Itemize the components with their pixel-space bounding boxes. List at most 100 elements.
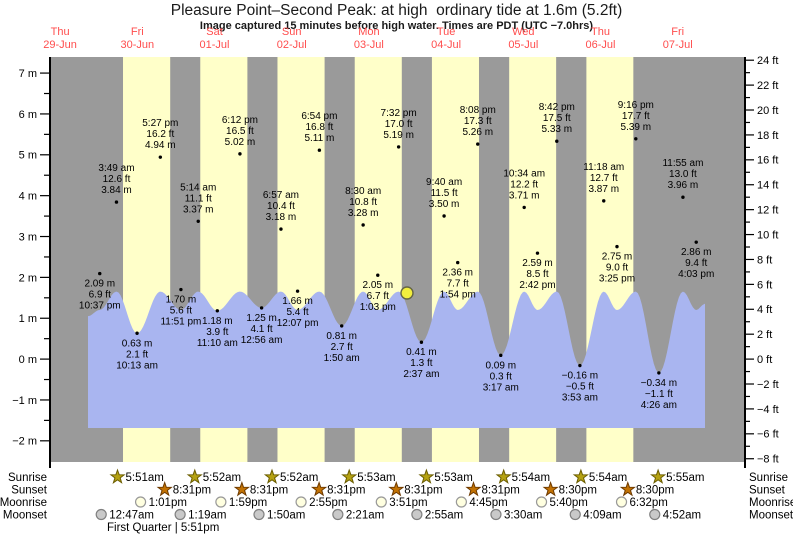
day-label-dow: Sun	[282, 26, 302, 38]
left-axis-tick-label: 4 m	[19, 191, 37, 203]
moonset-icon	[490, 508, 502, 521]
right-axis-tick	[745, 221, 750, 223]
left-axis-tick	[44, 174, 50, 176]
astro-row-label-right: Sunset	[749, 485, 786, 497]
day-label-date: 03-Jul	[354, 39, 384, 51]
right-axis-tick-label: 14 ft	[757, 180, 778, 192]
tide-event-dot	[339, 324, 344, 328]
tide-event-label-high: 6:57 am 10.4 ft 3.18 m	[263, 190, 299, 223]
right-axis-tick-label: 10 ft	[757, 229, 778, 241]
tide-event-label-high: 5:27 pm 16.2 ft 4.94 m	[142, 118, 178, 151]
sunrise-time: 5:52am	[280, 472, 318, 484]
tide-event-dot	[259, 306, 264, 310]
right-axis-tick	[745, 370, 750, 373]
day-label-date: 04-Jul	[431, 39, 461, 51]
sunrise-icon	[495, 468, 512, 484]
moon-phase-note: First Quarter | 5:51pm	[107, 522, 219, 534]
tide-event-label-high: 6:54 pm 16.8 ft 5.11 m	[301, 111, 337, 144]
moonset-time: 2:55am	[425, 510, 463, 522]
moonrise-time: 5:40pm	[550, 497, 588, 509]
tide-event-label-low: 2.05 m 6.7 ft 1:03 pm	[360, 280, 396, 313]
moonset-icon	[253, 508, 265, 521]
tide-event-label-low: 2.09 m 6.9 ft 10:37 pm	[79, 279, 121, 312]
day-label-dow: Sat	[206, 26, 223, 38]
tide-event-label-low: −0.16 m −0.5 ft 3:53 am	[562, 371, 598, 404]
moonset-icon	[174, 508, 186, 521]
current-tide-marker	[400, 286, 414, 300]
tide-event-label-high: 8:30 am 10.8 ft 3.28 m	[345, 186, 381, 219]
tide-event-dot	[535, 251, 540, 255]
right-axis-tick	[745, 171, 750, 173]
day-label-date: 01-Jul	[200, 39, 230, 51]
moonrise-icon	[295, 496, 307, 508]
tide-event-dot	[419, 340, 424, 344]
sunrise-time: 5:55am	[666, 472, 704, 484]
astro-row-label-right: Sunrise	[749, 472, 788, 484]
left-axis-tick-label: 2 m	[19, 272, 37, 284]
right-axis-tick-label: 18 ft	[757, 130, 778, 142]
sunset-icon	[542, 480, 559, 497]
day-label-date: 30-Jun	[120, 39, 154, 51]
right-axis-tick-label: −6 ft	[757, 429, 779, 441]
right-axis-tick-label: 0 ft	[757, 354, 772, 366]
right-axis-tick	[745, 258, 754, 261]
sunset-icon	[388, 480, 405, 497]
astro-row-label-left: Moonrise	[0, 497, 47, 509]
tide-event-label-low: 2.75 m 9.0 ft 3:25 pm	[599, 252, 635, 285]
moonrise-time: 6:32pm	[630, 497, 668, 509]
sunrise-icon	[341, 468, 358, 484]
tide-event-label-low: 1.25 m 4.1 ft 12:56 am	[241, 313, 283, 346]
moonset-icon	[332, 508, 344, 521]
left-axis-tick	[40, 440, 50, 442]
right-axis-tick	[745, 96, 750, 99]
moonset-time: 1:50am	[267, 510, 305, 522]
tide-event-dot	[694, 240, 698, 244]
moonset-icon	[95, 508, 107, 521]
tide-event-label-low: 1.70 m 5.6 ft 11:51 pm	[160, 295, 201, 328]
right-axis-tick	[745, 383, 754, 385]
right-axis-tick-label: 8 ft	[757, 254, 772, 266]
day-label-dow: Tue	[437, 26, 456, 38]
left-axis-tick	[40, 235, 50, 238]
right-axis-tick-label: 12 ft	[757, 205, 778, 217]
day-label-dow: Mon	[358, 26, 379, 38]
tide-event-dot	[555, 139, 559, 143]
tide-event-label-low: 0.41 m 1.3 ft 2:37 am	[403, 347, 439, 380]
left-axis-tick	[44, 256, 50, 258]
day-label-dow: Thu	[51, 26, 70, 38]
tide-event-dot	[578, 363, 582, 368]
day-label-dow: Thu	[591, 26, 610, 38]
moonrise-icon	[455, 496, 467, 508]
right-axis-tick-label: 2 ft	[757, 329, 772, 341]
right-axis-tick	[745, 445, 750, 447]
tide-event-label-low: 2.59 m 8.5 ft 2:42 pm	[519, 258, 555, 291]
tide-event-dot	[196, 219, 200, 224]
tide-event-label-low: 0.81 m 2.7 ft 1:50 am	[324, 331, 360, 364]
left-axis-tick	[40, 399, 50, 401]
left-axis-tick-label: −2 m	[12, 436, 37, 448]
sunrise-icon	[109, 468, 126, 484]
right-axis-tick	[745, 296, 750, 298]
sunset-time: 8:30pm	[636, 485, 674, 497]
right-axis-tick-label: −2 ft	[757, 379, 779, 391]
left-axis-tick-label: 6 m	[19, 109, 37, 121]
right-axis-tick	[745, 109, 754, 111]
tide-event-dot	[158, 155, 163, 159]
right-axis-tick	[745, 72, 750, 74]
sunset-time: 8:31pm	[250, 485, 288, 497]
tide-event-dot	[396, 145, 401, 149]
astro-row-label-right: Moonset	[749, 510, 793, 522]
astro-row-label-right: Moonrise	[749, 497, 793, 509]
sunset-time: 8:31pm	[481, 485, 519, 497]
right-axis-tick-label: 16 ft	[757, 155, 778, 167]
sunset-time: 8:31pm	[404, 485, 442, 497]
sunset-icon	[619, 480, 636, 497]
tide-event-label-high: 5:14 am 11.1 ft 3.37 m	[180, 182, 216, 215]
left-axis-tick	[40, 195, 50, 197]
sunrise-time: 5:54am	[589, 472, 627, 484]
day-label-dow: Fri	[671, 26, 684, 38]
day-label-dow: Wed	[512, 26, 534, 38]
left-axis-tick	[40, 113, 50, 115]
tide-event-label-low: −0.34 m −1.1 ft 4:26 am	[641, 378, 677, 411]
